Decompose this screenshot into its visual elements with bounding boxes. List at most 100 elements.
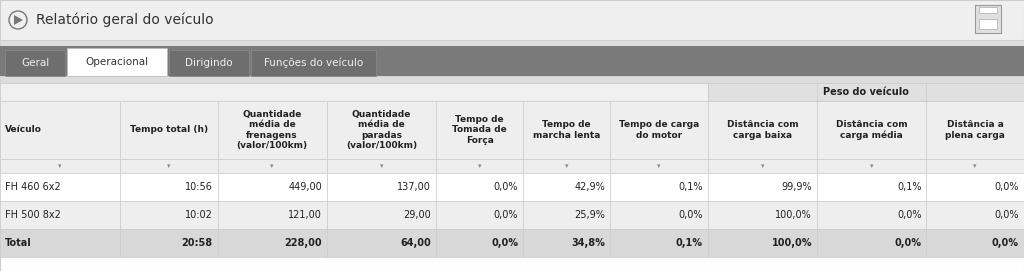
FancyBboxPatch shape <box>610 159 708 173</box>
FancyBboxPatch shape <box>979 19 997 29</box>
FancyBboxPatch shape <box>436 229 523 257</box>
FancyBboxPatch shape <box>0 101 120 159</box>
Text: 10:02: 10:02 <box>184 210 213 220</box>
Text: 0,0%: 0,0% <box>492 238 518 248</box>
Text: Distância com
carga baixa: Distância com carga baixa <box>727 120 799 140</box>
FancyBboxPatch shape <box>327 229 436 257</box>
Text: 25,9%: 25,9% <box>574 210 605 220</box>
Text: ▾: ▾ <box>657 163 660 169</box>
Text: FH 500 8x2: FH 500 8x2 <box>5 210 60 220</box>
Text: 228,00: 228,00 <box>285 238 322 248</box>
Text: Quantidade
média de
frenagens
(valor/100km): Quantidade média de frenagens (valor/100… <box>237 110 308 150</box>
FancyBboxPatch shape <box>610 173 708 201</box>
FancyBboxPatch shape <box>436 173 523 201</box>
Text: Operacional: Operacional <box>85 57 148 67</box>
FancyBboxPatch shape <box>436 201 523 229</box>
FancyBboxPatch shape <box>327 201 436 229</box>
FancyBboxPatch shape <box>817 201 927 229</box>
FancyBboxPatch shape <box>0 159 120 173</box>
FancyBboxPatch shape <box>120 159 217 173</box>
Text: 0,0%: 0,0% <box>894 238 922 248</box>
Text: 0,1%: 0,1% <box>676 238 702 248</box>
Text: Tempo total (h): Tempo total (h) <box>130 125 208 134</box>
Text: 34,8%: 34,8% <box>571 238 605 248</box>
Text: Tempo de
marcha lenta: Tempo de marcha lenta <box>532 120 600 140</box>
FancyBboxPatch shape <box>67 48 167 76</box>
FancyBboxPatch shape <box>817 101 927 159</box>
FancyBboxPatch shape <box>927 229 1024 257</box>
FancyBboxPatch shape <box>217 159 327 173</box>
Text: 0,1%: 0,1% <box>897 182 922 192</box>
FancyBboxPatch shape <box>708 229 817 257</box>
Text: 449,00: 449,00 <box>288 182 322 192</box>
FancyBboxPatch shape <box>975 5 1001 33</box>
Text: 137,00: 137,00 <box>397 182 431 192</box>
FancyBboxPatch shape <box>217 229 327 257</box>
FancyBboxPatch shape <box>927 159 1024 173</box>
FancyBboxPatch shape <box>610 229 708 257</box>
Text: ▾: ▾ <box>478 163 481 169</box>
FancyBboxPatch shape <box>708 201 817 229</box>
FancyBboxPatch shape <box>169 50 249 76</box>
FancyBboxPatch shape <box>327 101 436 159</box>
FancyBboxPatch shape <box>120 201 217 229</box>
FancyBboxPatch shape <box>0 83 1024 271</box>
Text: ▾: ▾ <box>974 163 977 169</box>
Text: 0,0%: 0,0% <box>994 210 1019 220</box>
Text: Peso do veículo: Peso do veículo <box>823 87 909 97</box>
FancyBboxPatch shape <box>708 173 817 201</box>
FancyBboxPatch shape <box>817 159 927 173</box>
Text: ▾: ▾ <box>565 163 568 169</box>
Text: ▾: ▾ <box>380 163 383 169</box>
Text: ▾: ▾ <box>58 163 61 169</box>
Text: 0,0%: 0,0% <box>897 210 922 220</box>
Text: 100,0%: 100,0% <box>775 210 812 220</box>
FancyBboxPatch shape <box>0 46 1024 76</box>
FancyBboxPatch shape <box>436 159 523 173</box>
Text: 0,0%: 0,0% <box>678 210 702 220</box>
Text: 29,00: 29,00 <box>403 210 431 220</box>
FancyBboxPatch shape <box>523 173 610 201</box>
FancyBboxPatch shape <box>0 83 1024 101</box>
FancyBboxPatch shape <box>217 201 327 229</box>
FancyBboxPatch shape <box>979 7 997 13</box>
Text: 42,9%: 42,9% <box>574 182 605 192</box>
Text: 64,00: 64,00 <box>400 238 431 248</box>
Text: Distância com
carga média: Distância com carga média <box>836 120 907 140</box>
Text: ▾: ▾ <box>870 163 873 169</box>
FancyBboxPatch shape <box>120 101 217 159</box>
Text: 99,9%: 99,9% <box>781 182 812 192</box>
Text: Tempo de
Tomada de
Força: Tempo de Tomada de Força <box>453 115 507 145</box>
Text: Veículo: Veículo <box>5 125 42 134</box>
FancyBboxPatch shape <box>436 101 523 159</box>
FancyBboxPatch shape <box>0 201 120 229</box>
Text: Geral: Geral <box>20 58 49 68</box>
Text: 20:58: 20:58 <box>181 238 213 248</box>
Text: 100,0%: 100,0% <box>771 238 812 248</box>
FancyBboxPatch shape <box>610 201 708 229</box>
Text: 0,0%: 0,0% <box>992 238 1019 248</box>
FancyBboxPatch shape <box>120 229 217 257</box>
FancyBboxPatch shape <box>0 173 120 201</box>
FancyBboxPatch shape <box>927 201 1024 229</box>
Text: FH 460 6x2: FH 460 6x2 <box>5 182 60 192</box>
Polygon shape <box>14 15 23 25</box>
FancyBboxPatch shape <box>610 101 708 159</box>
Text: 0,0%: 0,0% <box>494 182 518 192</box>
Text: 0,0%: 0,0% <box>494 210 518 220</box>
FancyBboxPatch shape <box>120 173 217 201</box>
Text: Funções do veículo: Funções do veículo <box>264 58 364 68</box>
FancyBboxPatch shape <box>0 76 1024 83</box>
Text: 121,00: 121,00 <box>288 210 322 220</box>
Text: 10:56: 10:56 <box>184 182 213 192</box>
Text: 0,1%: 0,1% <box>678 182 702 192</box>
FancyBboxPatch shape <box>817 229 927 257</box>
Text: ▾: ▾ <box>167 163 170 169</box>
Text: Total: Total <box>5 238 32 248</box>
Text: ▾: ▾ <box>761 163 764 169</box>
FancyBboxPatch shape <box>251 50 376 76</box>
FancyBboxPatch shape <box>327 159 436 173</box>
FancyBboxPatch shape <box>708 159 817 173</box>
FancyBboxPatch shape <box>0 40 1024 46</box>
FancyBboxPatch shape <box>0 0 1024 40</box>
